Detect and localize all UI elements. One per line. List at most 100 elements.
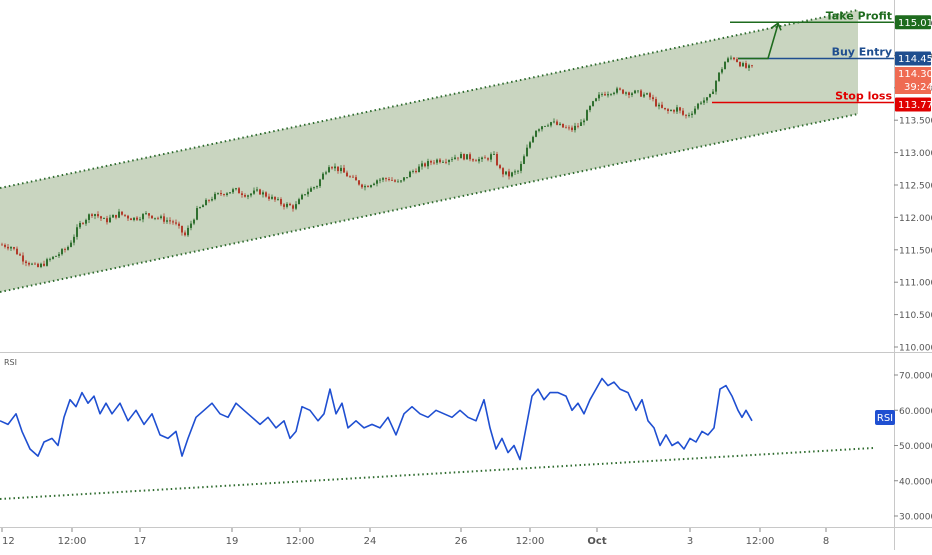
rsi-axis[interactable]: 70.0000 60.0000 50.0000 40.0000 30.0000 [894, 372, 932, 523]
candle-body [412, 170, 414, 172]
candle-body [514, 171, 516, 173]
candle-body [1, 244, 3, 246]
buy-entry-price: 114.452 [898, 54, 932, 65]
price-axis-tick-label: 111.500 [899, 246, 932, 256]
target-arrow-icon [738, 22, 782, 60]
time-axis[interactable]: 12 12:00 17 19 12:00 24 26 12:00 Oct 3 12:00 8 [1, 528, 829, 547]
candle-body [520, 163, 522, 171]
candle-body [142, 214, 144, 220]
bar-countdown: 39:24 [904, 82, 932, 93]
candle-body [601, 94, 603, 95]
candle-body [118, 211, 120, 218]
candle-body [622, 89, 624, 94]
time-axis-tick-label: 24 [364, 536, 377, 547]
rsi-axis-tick-label: 50.0000 [899, 442, 932, 452]
candle-body [658, 104, 660, 107]
candle-body [364, 186, 366, 188]
candle-body [688, 114, 690, 116]
rsi-axis-tick-label: 60.0000 [899, 407, 932, 417]
rsi-axis-tick-label: 40.0000 [899, 477, 932, 487]
candle-body [523, 156, 525, 164]
candle-body [130, 218, 132, 221]
candle-body [97, 214, 99, 217]
candle-body [250, 193, 252, 196]
candle-body [346, 172, 348, 177]
candle-body [694, 108, 696, 114]
candle-body [388, 179, 390, 180]
candle-body [229, 192, 231, 194]
candle-body [469, 154, 471, 160]
candle-body [634, 90, 636, 94]
candle-body [436, 159, 438, 163]
candle-body [421, 163, 423, 167]
candle-body [85, 219, 87, 224]
candle-body [325, 172, 327, 174]
candle-body [313, 187, 315, 189]
candle-body [571, 127, 573, 131]
candle-body [619, 88, 621, 90]
candle-body [532, 136, 534, 143]
candle-body [307, 191, 309, 195]
candle-body [319, 179, 321, 187]
candle-body [445, 161, 447, 163]
candle-body [178, 223, 180, 226]
time-axis-tick-label: 12 [2, 536, 15, 547]
candle-body [241, 193, 243, 196]
candle-body [277, 199, 279, 200]
price-panel[interactable]: Take Profit Buy Entry Stop loss [0, 9, 894, 293]
candle-body [64, 249, 66, 250]
candle-body [637, 90, 639, 92]
candle-body [385, 178, 387, 180]
price-axis-tick-label: 112.000 [899, 214, 932, 224]
candle-body [451, 159, 453, 161]
candle-body [739, 62, 741, 67]
candle-body [526, 147, 528, 157]
current-price-tag [895, 67, 931, 94]
candle-body [502, 168, 504, 175]
candle-body [331, 167, 333, 169]
candle-body [7, 246, 9, 249]
candle-body [424, 163, 426, 167]
candle-body [352, 176, 354, 178]
candle-body [376, 180, 378, 184]
candle-body [628, 92, 630, 96]
candle-body [580, 122, 582, 126]
candle-body [397, 181, 399, 183]
candle-body [136, 217, 138, 220]
candle-body [52, 256, 54, 259]
candle-body [691, 113, 693, 115]
candle-body [169, 220, 171, 222]
candle-body [217, 193, 219, 194]
candle-body [115, 214, 117, 218]
candle-body [109, 217, 111, 223]
price-axis-tick-label: 110.000 [899, 344, 932, 354]
price-axis-tick-label: 111.000 [899, 279, 932, 289]
candle-body [454, 157, 456, 160]
candle-body [478, 159, 480, 162]
candle-body [742, 63, 744, 67]
candle-body [373, 183, 375, 186]
buy-entry-label: Buy Entry [832, 46, 892, 59]
candle-body [280, 199, 282, 205]
rsi-support-trendline [0, 447, 874, 500]
candle-body [640, 90, 642, 97]
candle-body [247, 195, 249, 197]
candle-body [682, 110, 684, 115]
candle-body [10, 247, 12, 249]
rsi-panel[interactable]: RSI 70.000060.000050.000040.000030.0000 … [0, 358, 932, 523]
candle-body [433, 162, 435, 164]
candle-body [577, 125, 579, 127]
price-axis-tick-label: 110.500 [899, 311, 932, 321]
candle-body [172, 221, 174, 223]
candle-body [748, 65, 750, 68]
candle-body [208, 199, 210, 201]
candle-body [430, 161, 432, 163]
candle-body [592, 101, 594, 107]
time-axis-tick-label: 8 [823, 536, 829, 547]
candle-body [151, 215, 153, 219]
candle-body [298, 199, 300, 205]
candle-body [232, 189, 234, 193]
candle-body [715, 80, 717, 92]
